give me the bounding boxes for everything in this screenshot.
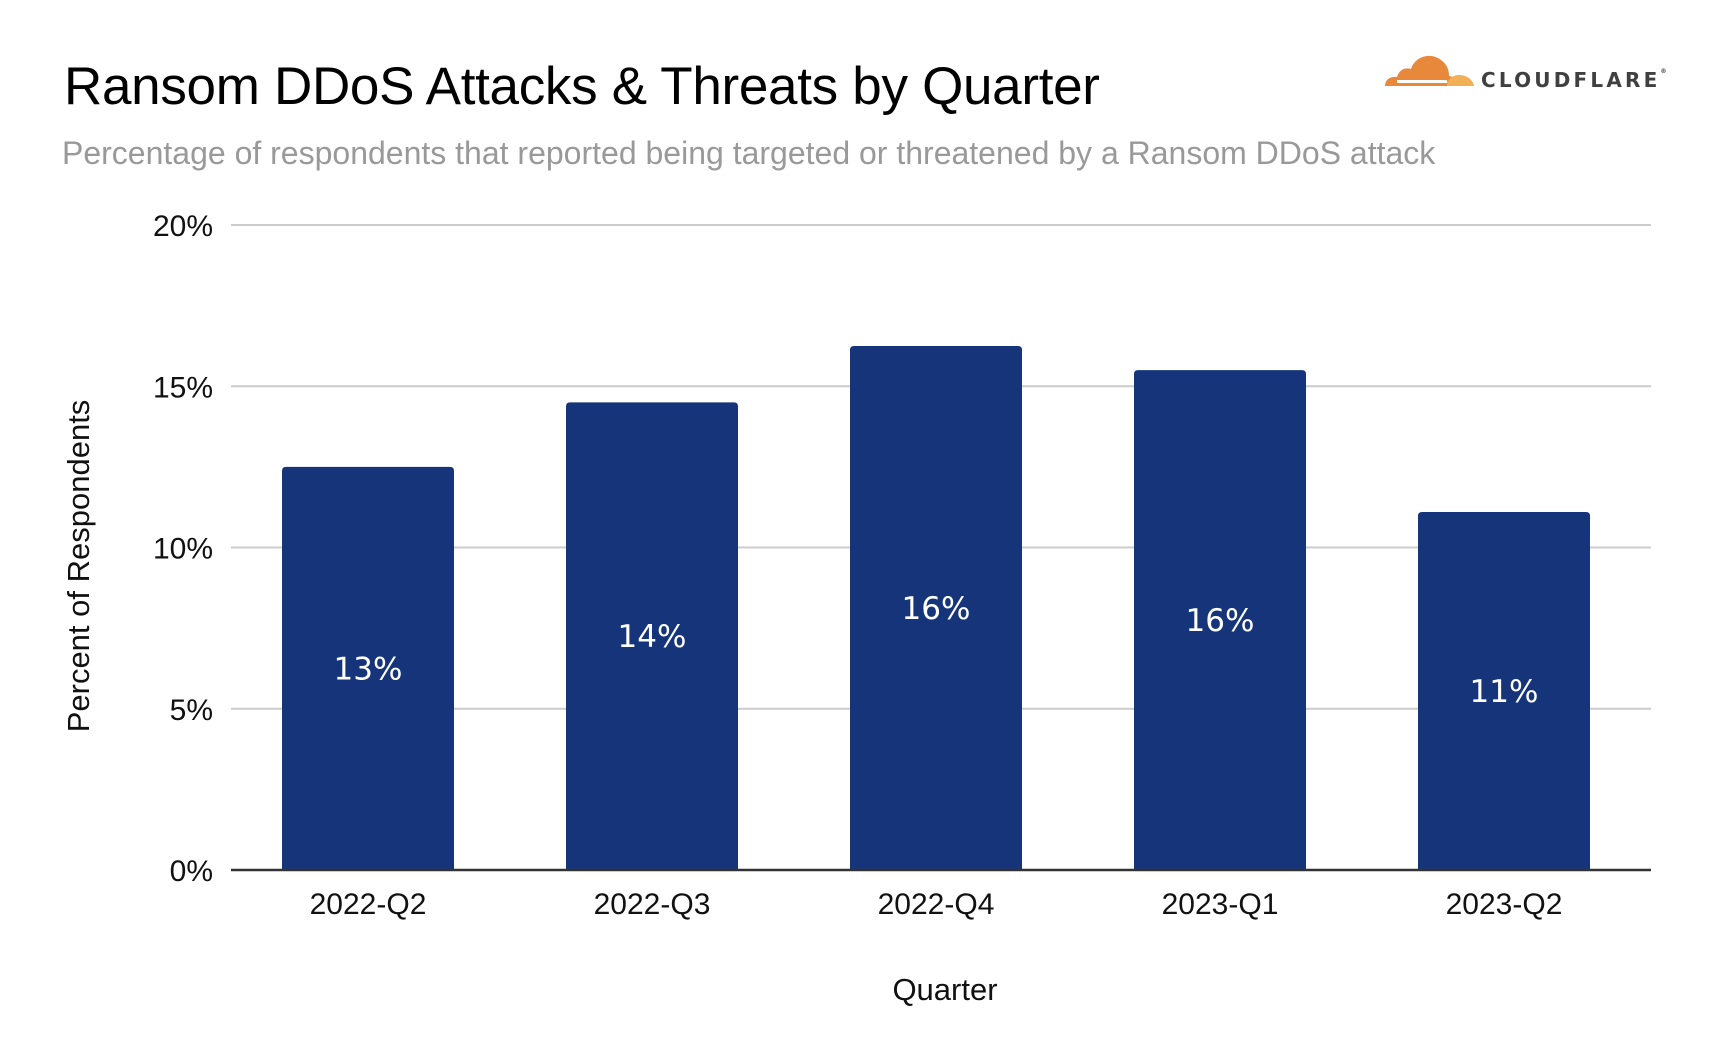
x-tick-labels: 2022-Q2 2022-Q3 2022-Q4 2023-Q1 2023-Q2 bbox=[310, 888, 1563, 921]
data-label: 14% bbox=[618, 619, 687, 655]
data-label: 13% bbox=[334, 651, 403, 687]
x-axis-title: Quarter bbox=[892, 972, 997, 1007]
cloudflare-wordmark: CLOUDFLARE® bbox=[1481, 68, 1667, 92]
y-tick-label: 10% bbox=[153, 533, 213, 566]
x-tick-label: 2022-Q2 bbox=[310, 888, 427, 921]
data-label: 16% bbox=[902, 591, 971, 627]
bar-2023-Q2 bbox=[1418, 512, 1590, 870]
bars: 13% 14% 16% 16% 11% bbox=[282, 345, 1590, 870]
data-label: 16% bbox=[1186, 603, 1255, 639]
bar-2022-Q4 bbox=[850, 345, 1022, 870]
bar-2022-Q3 bbox=[566, 402, 738, 870]
chart-title: Ransom DDoS Attacks & Threats by Quarter bbox=[64, 57, 1100, 116]
data-label: 11% bbox=[1470, 674, 1539, 710]
x-tick-label: 2023-Q1 bbox=[1162, 888, 1279, 921]
x-tick-label: 2022-Q4 bbox=[878, 888, 995, 921]
y-tick-label: 5% bbox=[170, 694, 213, 727]
y-tick-labels: 0% 5% 10% 15% 20% bbox=[153, 210, 213, 888]
bar-2023-Q1 bbox=[1134, 370, 1306, 870]
cloudflare-cloud-icon bbox=[1385, 55, 1474, 86]
x-tick-label: 2022-Q3 bbox=[594, 888, 711, 921]
bar-2022-Q2 bbox=[282, 466, 454, 870]
y-tick-label: 20% bbox=[153, 210, 213, 243]
chart-subtitle: Percentage of respondents that reported … bbox=[62, 135, 1436, 171]
y-axis-title: Percent of Respondents bbox=[61, 400, 96, 733]
cloudflare-logo: CLOUDFLARE® bbox=[1383, 46, 1683, 96]
y-tick-label: 0% bbox=[170, 855, 213, 888]
y-tick-label: 15% bbox=[153, 371, 213, 404]
x-tick-label: 2023-Q2 bbox=[1446, 888, 1563, 921]
